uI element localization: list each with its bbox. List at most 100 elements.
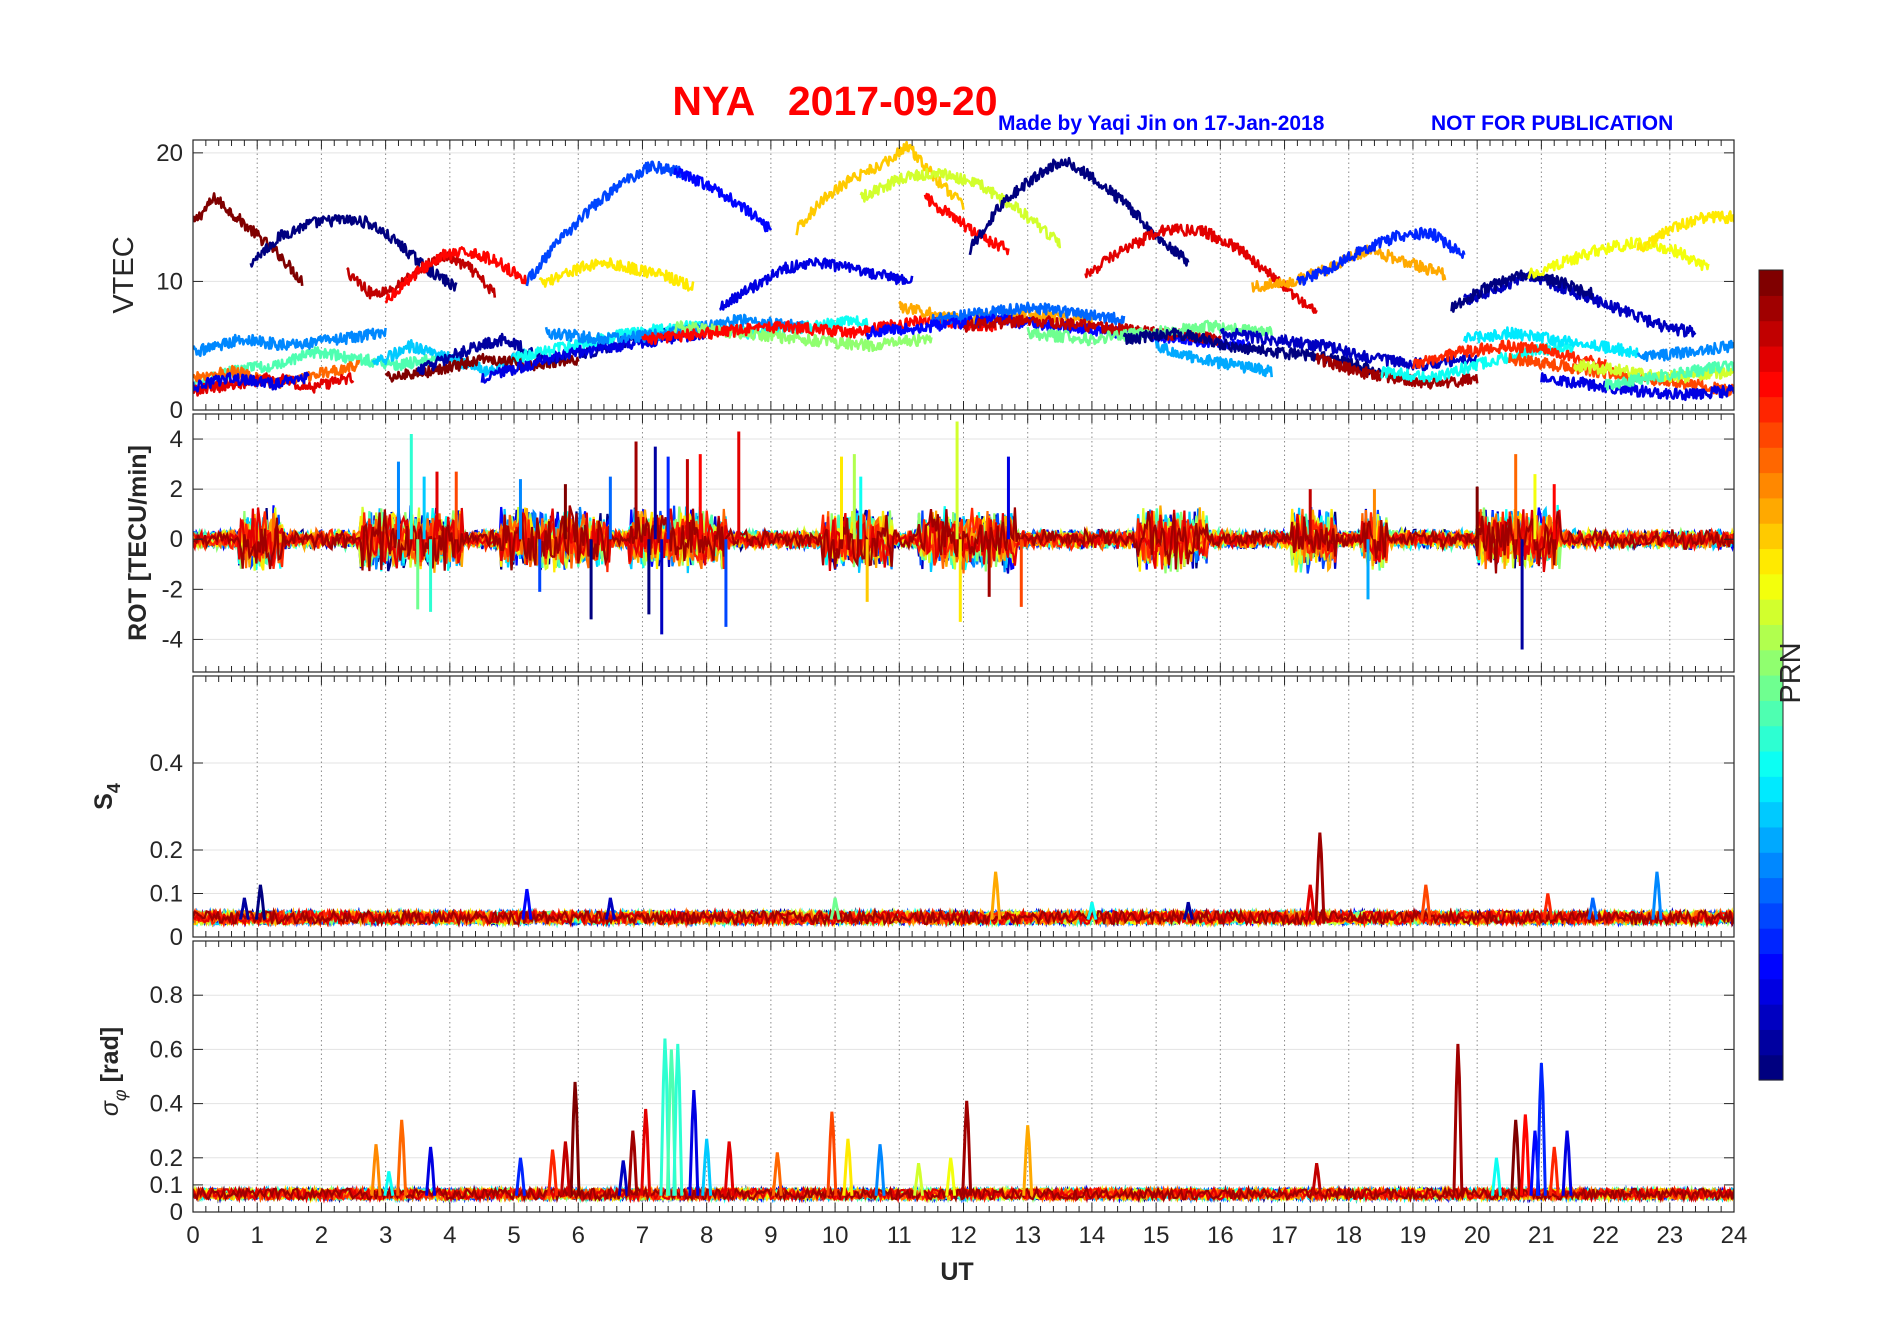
y-tick-label: -2 [162, 576, 183, 603]
x-tick-label: 19 [1400, 1222, 1427, 1249]
sigma-spike [842, 1138, 854, 1196]
s4-spike [1587, 897, 1599, 920]
colorbar-swatch [1759, 270, 1783, 296]
x-tick-label: 8 [700, 1222, 713, 1249]
data-vtec [193, 140, 1734, 402]
sigma-spike [514, 1157, 526, 1196]
colorbar-swatch [1759, 523, 1783, 550]
s4-spike [521, 888, 533, 920]
x-ticks-s4 [192, 676, 1735, 937]
colorbar-swatch [1759, 573, 1783, 600]
x-ticks-vtec [192, 140, 1735, 410]
notice-text: NOT FOR PUBLICATION [1431, 112, 1673, 135]
vtec-series-line [193, 372, 355, 397]
vtec-series-line [859, 167, 1062, 249]
sigma-spike [1452, 1043, 1464, 1196]
sigma-spike [425, 1146, 437, 1196]
sigma-spike [627, 1130, 639, 1196]
sigma-spike [640, 1108, 652, 1196]
sigma-spike [569, 1081, 581, 1196]
vtec-series-line [1450, 269, 1594, 313]
vtec-series-line [1411, 339, 1607, 370]
sigma-spike [1510, 1119, 1522, 1196]
colorbar-swatch [1759, 1029, 1783, 1056]
sigma-spike [945, 1157, 957, 1196]
x-tick-label: 12 [950, 1222, 977, 1249]
sigma-spike [617, 1160, 629, 1196]
rot-series-line [193, 505, 1734, 574]
colorbar-swatch [1759, 750, 1783, 777]
colorbar-swatch [1759, 599, 1783, 625]
y-tick-label: 0.1 [150, 1172, 183, 1199]
colorbar-swatch [1759, 1004, 1783, 1030]
x-tick-label: 21 [1528, 1222, 1555, 1249]
vtec-series-line [193, 192, 304, 287]
sigma-spike [547, 1149, 559, 1196]
grid-s4 [193, 676, 1734, 937]
colorbar-swatch [1759, 447, 1783, 474]
vtec-series-line [923, 192, 1010, 256]
panel-sigma: 00.10.2 0.4 0.6 0.8 σφ [rad] [96, 940, 1735, 1226]
x-tick-label: 15 [1143, 1222, 1170, 1249]
vtec-series-line [719, 257, 914, 311]
sigma-spike [771, 1152, 783, 1196]
x-tick-label: 22 [1592, 1222, 1619, 1249]
colorbar-swatch [1759, 295, 1783, 322]
colorbar-swatch [1759, 497, 1783, 524]
vtec-series-line [384, 246, 528, 304]
sigma-spike [396, 1119, 408, 1196]
s4-spike [1651, 871, 1663, 920]
data-sigma [193, 1038, 1734, 1204]
x-tick-label: 10 [822, 1222, 849, 1249]
x-tick-label: 18 [1335, 1222, 1362, 1249]
s4-spike [990, 871, 1002, 920]
colorbar-swatch [1759, 826, 1783, 853]
colorbar-label: PRN [1775, 642, 1807, 703]
x-tick-label: 1 [251, 1222, 264, 1249]
x-tick-label: 11 [887, 1222, 912, 1249]
x-tick-labels: 0 1 2 3 4 5 6 7 8 9 10 11 12 13 14 15 16 17 18 19 20 21 22 23 24 [186, 1222, 1747, 1249]
y-tick-label: -4 [162, 626, 183, 653]
s4-spike [1314, 832, 1326, 920]
grid-sigma [193, 941, 1734, 1212]
s4-spike [604, 897, 616, 920]
s4-series-line [193, 906, 1734, 928]
sigma-spike [701, 1138, 713, 1196]
colorbar-swatch [1759, 776, 1783, 803]
x-tick-label: 6 [572, 1222, 585, 1249]
x-tick-label: 24 [1721, 1222, 1748, 1249]
y-tick-label: 0.2 [150, 1145, 183, 1172]
vtec-series-line [1604, 360, 1734, 391]
vtec-series-line [249, 214, 458, 292]
y-tick-label: 10 [156, 268, 183, 295]
colorbar-swatch [1759, 877, 1783, 904]
vtec-series-line [962, 314, 1222, 346]
colorbar [1758, 269, 1784, 1081]
vtec-series-line [525, 160, 683, 287]
sigma-spike [665, 1049, 677, 1196]
s4-spike [238, 897, 250, 920]
sigma-spike [1535, 1062, 1547, 1196]
x-tick-label: 5 [507, 1222, 520, 1249]
y-tick-label: 0 [170, 526, 183, 553]
vtec-series-line [538, 257, 695, 292]
colorbar-swatch [1759, 953, 1783, 980]
colorbar-swatch [1759, 548, 1783, 575]
colorbar-frame [1758, 269, 1784, 1081]
s4-spike [1086, 901, 1098, 921]
vtec-series-line [1636, 339, 1734, 363]
colorbar-swatch [1759, 472, 1783, 499]
y-tick-label: 0 [170, 924, 183, 951]
panel-vtec: 0 10 20 VTEC [108, 139, 1735, 424]
vtec-series-line [673, 167, 773, 233]
x-tick-label: 13 [1014, 1222, 1041, 1249]
y-tick-label: 0.4 [150, 750, 183, 777]
colorbar-swatch [1759, 371, 1783, 398]
vtec-series-line [1154, 340, 1273, 378]
y-axis-label: σφ [rad] [96, 1027, 130, 1116]
colorbar-swatch [1759, 649, 1783, 676]
vtec-series-line [1636, 210, 1734, 253]
colorbar-swatch [1759, 902, 1783, 929]
x-tick-label: 17 [1271, 1222, 1298, 1249]
